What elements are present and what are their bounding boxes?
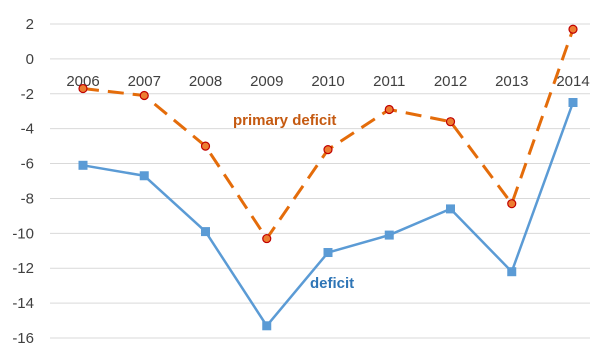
x-tick-label: 2014 <box>556 73 589 90</box>
data-point-primary-deficit <box>568 24 578 34</box>
data-point-deficit <box>568 98 578 107</box>
data-point-primary-deficit <box>262 233 272 244</box>
data-point-primary-deficit <box>507 199 517 209</box>
series-line-deficit <box>82 102 575 328</box>
x-tick-label: 2006 <box>66 73 99 90</box>
data-point-deficit <box>507 267 517 277</box>
y-tick-label: 2 <box>26 16 34 33</box>
data-point-primary-deficit <box>200 141 211 151</box>
x-tick-label: 2010 <box>311 73 344 90</box>
series <box>78 24 578 331</box>
series-line-primary-deficit <box>82 28 575 241</box>
series-deficit <box>78 98 578 331</box>
x-tick-label: 2007 <box>128 73 161 90</box>
series-label-primary-deficit: primary deficit <box>233 112 336 129</box>
data-point-primary-deficit <box>139 90 149 101</box>
y-tick-label: -2 <box>21 86 34 103</box>
y-tick-label: -10 <box>12 225 34 242</box>
data-point-deficit <box>78 160 88 170</box>
x-tick-label: 2009 <box>250 73 283 90</box>
x-axis-tick-labels: 2006 2007 2008 2009 2010 2011 2012 2013 2014 <box>66 73 589 90</box>
data-point-deficit <box>262 321 272 331</box>
x-tick-label: 2012 <box>434 73 467 90</box>
y-axis-tick-labels: 2 0 -2 -4 -6 -8 -10 -12 -14 -16 <box>12 16 34 347</box>
y-tick-label: -8 <box>21 190 34 207</box>
data-point-primary-deficit <box>384 104 394 115</box>
y-tick-label: -4 <box>21 121 34 138</box>
data-point-primary-deficit <box>78 83 88 94</box>
data-point-primary-deficit <box>323 145 333 155</box>
y-tick-label: -12 <box>12 260 34 277</box>
y-tick-label: -16 <box>12 330 34 347</box>
data-point-primary-deficit <box>445 117 456 127</box>
data-point-deficit <box>384 230 394 240</box>
data-point-deficit <box>446 204 455 214</box>
data-point-deficit <box>139 171 149 181</box>
series-labels: primary deficit deficit <box>233 112 354 292</box>
y-tick-label: -6 <box>21 156 34 173</box>
series-label-deficit: deficit <box>310 275 354 292</box>
y-tick-label: -14 <box>12 295 34 312</box>
x-tick-label: 2011 <box>373 73 405 90</box>
x-tick-label: 2008 <box>189 73 222 90</box>
y-tick-label: 0 <box>26 51 34 68</box>
data-point-deficit <box>201 227 210 237</box>
series-primary-deficit <box>78 24 578 244</box>
x-tick-label: 2013 <box>495 73 528 90</box>
data-point-deficit <box>323 248 333 258</box>
